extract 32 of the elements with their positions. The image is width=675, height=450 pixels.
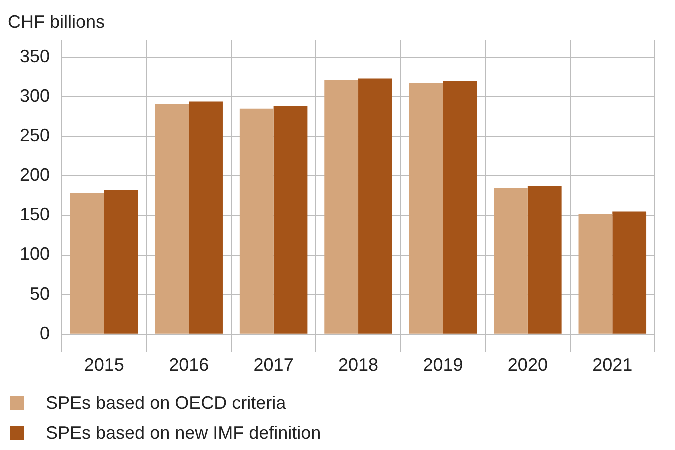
- x-tick-label: 2020: [508, 355, 548, 376]
- legend-label: SPEs based on new IMF definition: [46, 422, 322, 444]
- bar: [240, 108, 274, 334]
- bar: [358, 78, 392, 334]
- x-tick-label: 2021: [592, 355, 633, 376]
- y-tick-label: 250: [20, 126, 50, 146]
- x-tick-label: 2015: [84, 355, 124, 376]
- bar: [104, 190, 138, 334]
- bar: [70, 194, 104, 334]
- x-tick-label: 2016: [169, 355, 210, 376]
- bar: [409, 84, 444, 334]
- y-tick-label: 200: [20, 165, 50, 186]
- y-tick-label: 100: [20, 244, 50, 264]
- y-tick-label: 50: [30, 284, 50, 304]
- bar: [274, 106, 308, 334]
- y-tick-label: 350: [20, 46, 50, 66]
- bar: [494, 188, 528, 334]
- x-tick-label: 2017: [254, 355, 294, 376]
- bar: [528, 186, 562, 334]
- legend-label: SPEs based on OECD criteria: [46, 392, 286, 414]
- bar: [443, 81, 478, 334]
- bar: [578, 214, 613, 334]
- y-tick-label: 300: [20, 86, 50, 106]
- bar: [155, 104, 190, 334]
- bar: [612, 212, 647, 334]
- y-tick-label: 150: [20, 204, 50, 225]
- bar: [189, 102, 223, 334]
- y-axis-title: CHF billions: [8, 12, 106, 32]
- x-tick-label: 2018: [338, 355, 379, 376]
- bar: [324, 80, 359, 334]
- y-tick-label: 0: [40, 323, 50, 344]
- x-tick-label: 2019: [423, 355, 464, 376]
